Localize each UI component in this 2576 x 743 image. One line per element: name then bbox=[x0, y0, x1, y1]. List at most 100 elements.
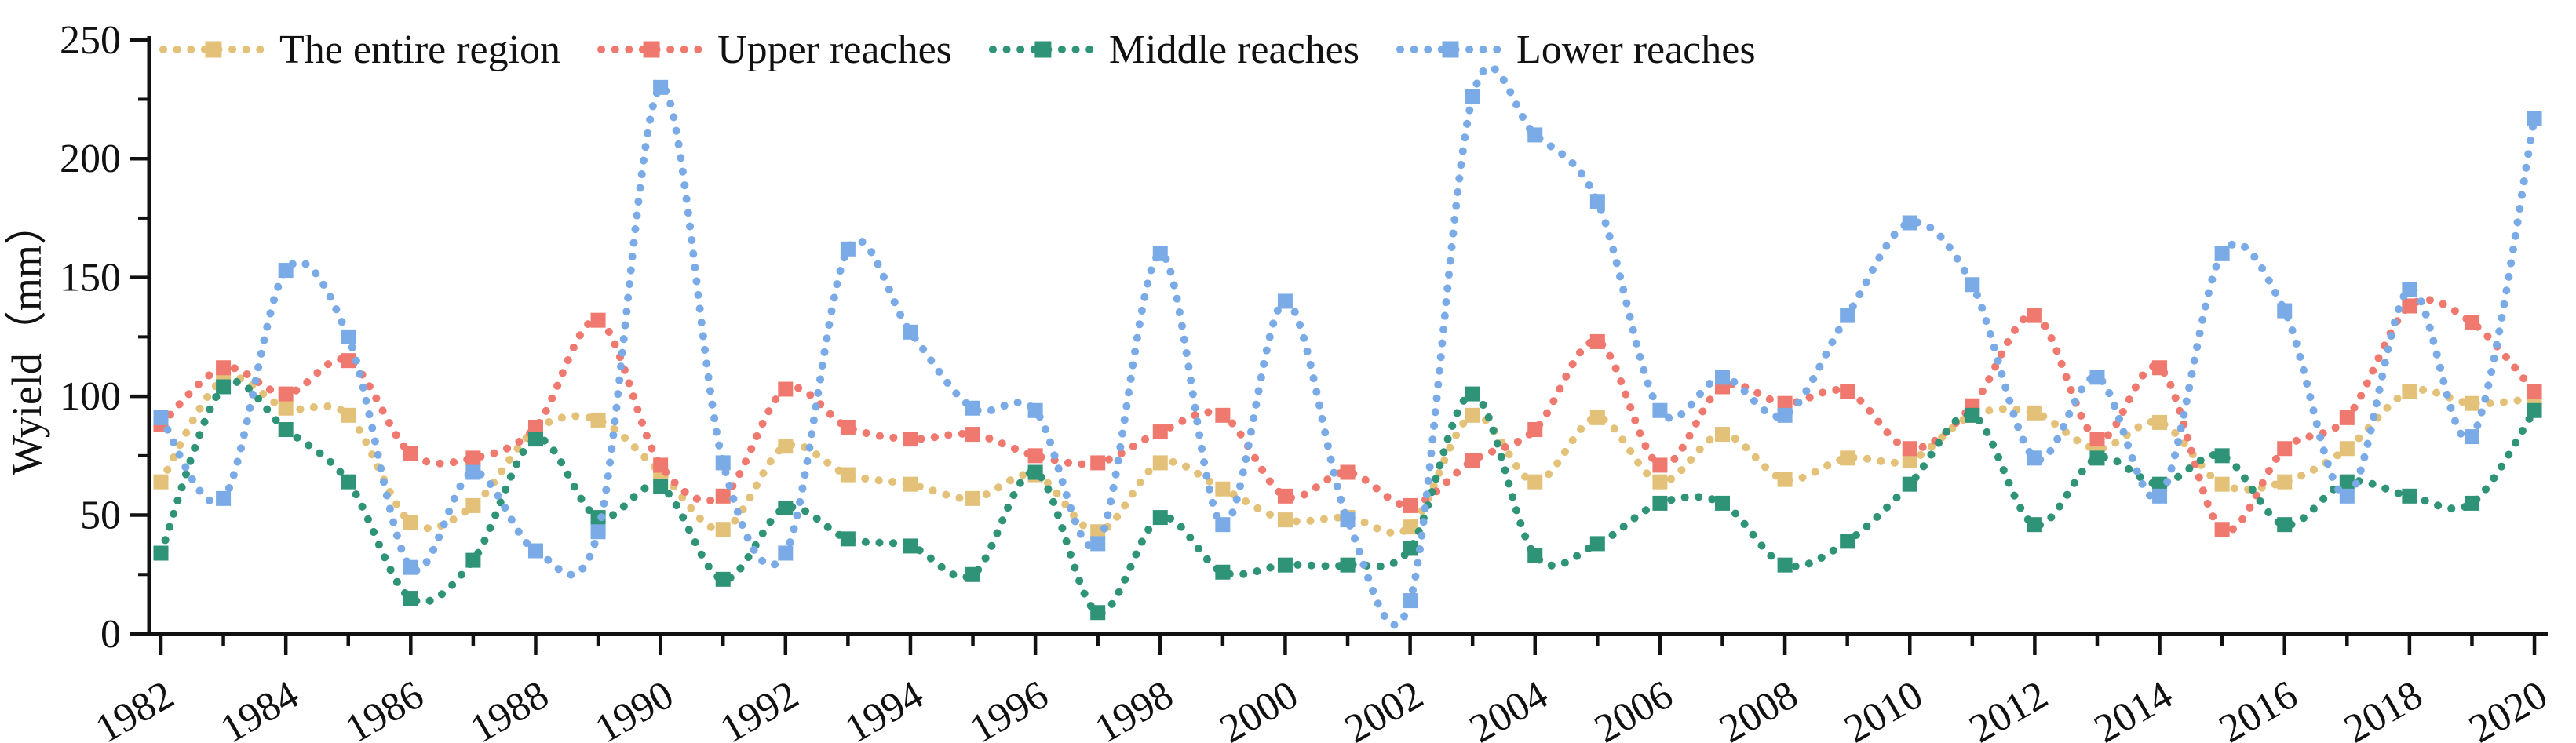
data-point-marker bbox=[465, 552, 481, 568]
data-point-marker bbox=[1403, 519, 1418, 535]
data-point-marker bbox=[1652, 457, 1668, 473]
data-point-marker bbox=[2152, 488, 2168, 504]
data-point-marker bbox=[1902, 453, 1917, 468]
data-point-marker bbox=[278, 400, 294, 416]
data-point-marker bbox=[1527, 548, 1543, 563]
legend-marker-square bbox=[1442, 41, 1459, 58]
x-tick-label: 2002 bbox=[1337, 672, 1431, 743]
x-tick-label: 1990 bbox=[588, 672, 681, 743]
data-point-marker bbox=[216, 490, 232, 506]
data-point-marker bbox=[2152, 414, 2168, 430]
data-point-marker bbox=[1527, 474, 1543, 490]
data-point-marker bbox=[2402, 488, 2417, 504]
data-point-marker bbox=[1465, 407, 1480, 423]
series-group bbox=[153, 64, 2542, 629]
data-point-marker bbox=[1652, 474, 1668, 490]
data-point-marker bbox=[153, 545, 169, 561]
series-line-lower-reaches bbox=[157, 64, 2538, 629]
y-tick-label: 0 bbox=[100, 612, 121, 657]
data-point-marker bbox=[1652, 495, 1668, 511]
data-point-marker bbox=[2464, 315, 2479, 330]
y-tick-label: 150 bbox=[60, 256, 121, 300]
x-tick-label: 2020 bbox=[2461, 672, 2555, 743]
data-point-marker bbox=[2402, 282, 2417, 297]
x-tick-label: 2016 bbox=[2212, 672, 2305, 743]
data-point-marker bbox=[1277, 488, 1293, 504]
data-point-marker bbox=[1215, 517, 1231, 533]
data-point-marker bbox=[1340, 464, 1356, 480]
data-point-marker bbox=[1277, 512, 1293, 528]
data-point-marker bbox=[2339, 488, 2355, 504]
data-point-marker bbox=[341, 353, 356, 369]
data-point-marker bbox=[1965, 277, 1980, 293]
x-tick-label: 1984 bbox=[213, 672, 307, 743]
data-point-marker bbox=[1277, 557, 1293, 573]
data-point-marker bbox=[2527, 111, 2542, 126]
y-tick-label: 50 bbox=[80, 494, 121, 538]
series-line-middle-reaches bbox=[157, 377, 2538, 617]
series-markers-middle-reaches bbox=[153, 379, 2542, 621]
y-tick-label: 250 bbox=[60, 18, 121, 63]
data-point-marker bbox=[403, 515, 418, 530]
data-point-marker bbox=[1840, 384, 1855, 399]
data-point-marker bbox=[2152, 360, 2168, 376]
data-point-marker bbox=[840, 467, 856, 483]
x-tick-label: 1988 bbox=[463, 672, 556, 743]
data-point-marker bbox=[341, 474, 356, 490]
x-tick-label: 1994 bbox=[837, 672, 931, 743]
data-point-marker bbox=[2464, 429, 2479, 445]
data-point-marker bbox=[465, 464, 481, 480]
data-point-marker bbox=[2214, 448, 2230, 464]
data-point-marker bbox=[403, 446, 418, 461]
x-tick-label: 2012 bbox=[1962, 672, 2056, 743]
data-point-marker bbox=[590, 312, 606, 328]
data-point-marker bbox=[1465, 89, 1480, 104]
data-point-marker bbox=[2027, 517, 2042, 533]
data-point-marker bbox=[1777, 395, 1793, 411]
series-markers-lower-reaches bbox=[153, 79, 2542, 609]
legend-label: The entire region bbox=[279, 27, 560, 72]
data-point-marker bbox=[2339, 441, 2355, 457]
data-point-marker bbox=[403, 559, 418, 575]
data-point-marker bbox=[903, 476, 918, 492]
data-point-marker bbox=[653, 479, 669, 494]
data-point-marker bbox=[2464, 495, 2479, 511]
data-point-marker bbox=[2277, 474, 2293, 490]
data-point-marker bbox=[2402, 384, 2417, 399]
x-tick-label: 2010 bbox=[1837, 672, 1931, 743]
x-tick-label: 2018 bbox=[2337, 672, 2430, 743]
x-tick-label: 2006 bbox=[1587, 672, 1680, 743]
data-point-marker bbox=[2527, 384, 2542, 399]
data-point-marker bbox=[1715, 427, 1730, 443]
data-point-marker bbox=[2277, 441, 2293, 457]
x-tick-label: 1992 bbox=[713, 672, 806, 743]
x-tick-label: 2008 bbox=[1713, 672, 1806, 743]
legend-marker-square bbox=[1034, 41, 1052, 58]
legend-marker-square bbox=[205, 41, 222, 58]
data-point-marker bbox=[715, 488, 731, 504]
x-tick-label: 1998 bbox=[1088, 672, 1181, 743]
data-point-marker bbox=[653, 457, 669, 473]
data-point-marker bbox=[965, 400, 981, 416]
data-point-marker bbox=[2089, 432, 2105, 447]
data-point-marker bbox=[1902, 215, 1917, 231]
data-point-marker bbox=[1027, 464, 1043, 480]
legend-label: Lower reaches bbox=[1516, 27, 1756, 72]
data-point-marker bbox=[1840, 308, 1855, 323]
data-point-marker bbox=[216, 379, 232, 395]
data-point-marker bbox=[1840, 450, 1855, 466]
y-tick-label: 200 bbox=[60, 137, 121, 181]
data-point-marker bbox=[1777, 472, 1793, 487]
data-point-marker bbox=[2214, 522, 2230, 537]
data-point-marker bbox=[2402, 298, 2417, 314]
data-point-marker bbox=[1965, 407, 1980, 423]
data-point-marker bbox=[1715, 370, 1730, 385]
data-point-marker bbox=[153, 474, 169, 490]
y-axis-title: Wyield（mm） bbox=[3, 202, 50, 475]
data-point-marker bbox=[278, 263, 294, 279]
data-point-marker bbox=[2089, 450, 2105, 466]
x-tick-label: 2014 bbox=[2087, 672, 2180, 743]
data-point-marker bbox=[216, 360, 232, 376]
x-tick-label: 1982 bbox=[88, 672, 181, 743]
